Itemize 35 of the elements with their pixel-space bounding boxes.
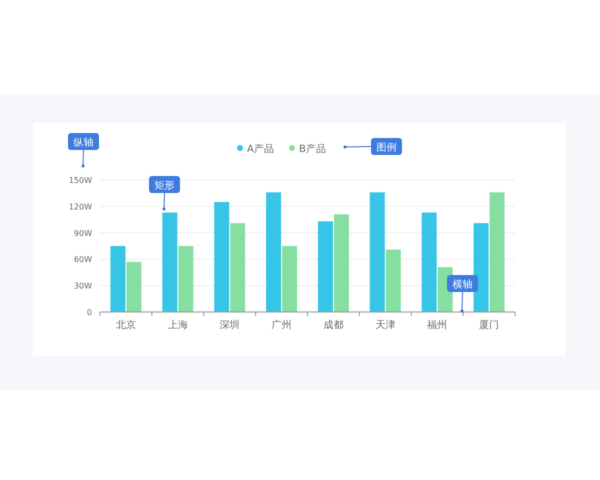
y-tick-label: 150W (68, 176, 92, 185)
bar (110, 246, 126, 312)
x-tick-label: 厦门 (479, 319, 500, 331)
bar (178, 246, 194, 312)
bar (282, 246, 298, 312)
legend-label: A产品 (247, 143, 274, 155)
x-tick-label: 福州 (427, 319, 448, 331)
y-tick-label: 120W (68, 202, 92, 212)
bar (370, 192, 385, 312)
annotation: 矩形 (154, 180, 174, 192)
text: 图例 (376, 142, 396, 154)
y-tick-label: 30W (74, 282, 92, 291)
bar (490, 192, 505, 312)
legend-label: B产品 (299, 143, 326, 155)
x-tick-label: 成都 (323, 319, 344, 331)
x-tick-label: 广州 (272, 319, 292, 331)
y-tick-label: 60W (74, 255, 92, 264)
x-tick-label: 北京 (116, 319, 136, 331)
bar (126, 262, 142, 312)
text: 纵轴 (74, 136, 94, 148)
x-tick-label: 天津 (375, 319, 396, 331)
bar (386, 250, 401, 312)
bar (162, 212, 178, 312)
bar (474, 223, 489, 312)
y-tick-label: 90W (74, 228, 92, 238)
bar (422, 212, 437, 312)
bar (214, 202, 230, 312)
bar (334, 214, 349, 312)
annotation: 横轴 (452, 278, 472, 290)
y-tick-label: 0 (86, 308, 92, 317)
x-tick-label: 深圳 (220, 319, 240, 331)
bar (318, 221, 333, 312)
x-tick-label: 上海 (168, 319, 188, 331)
bar (266, 192, 282, 312)
bar (230, 223, 246, 312)
